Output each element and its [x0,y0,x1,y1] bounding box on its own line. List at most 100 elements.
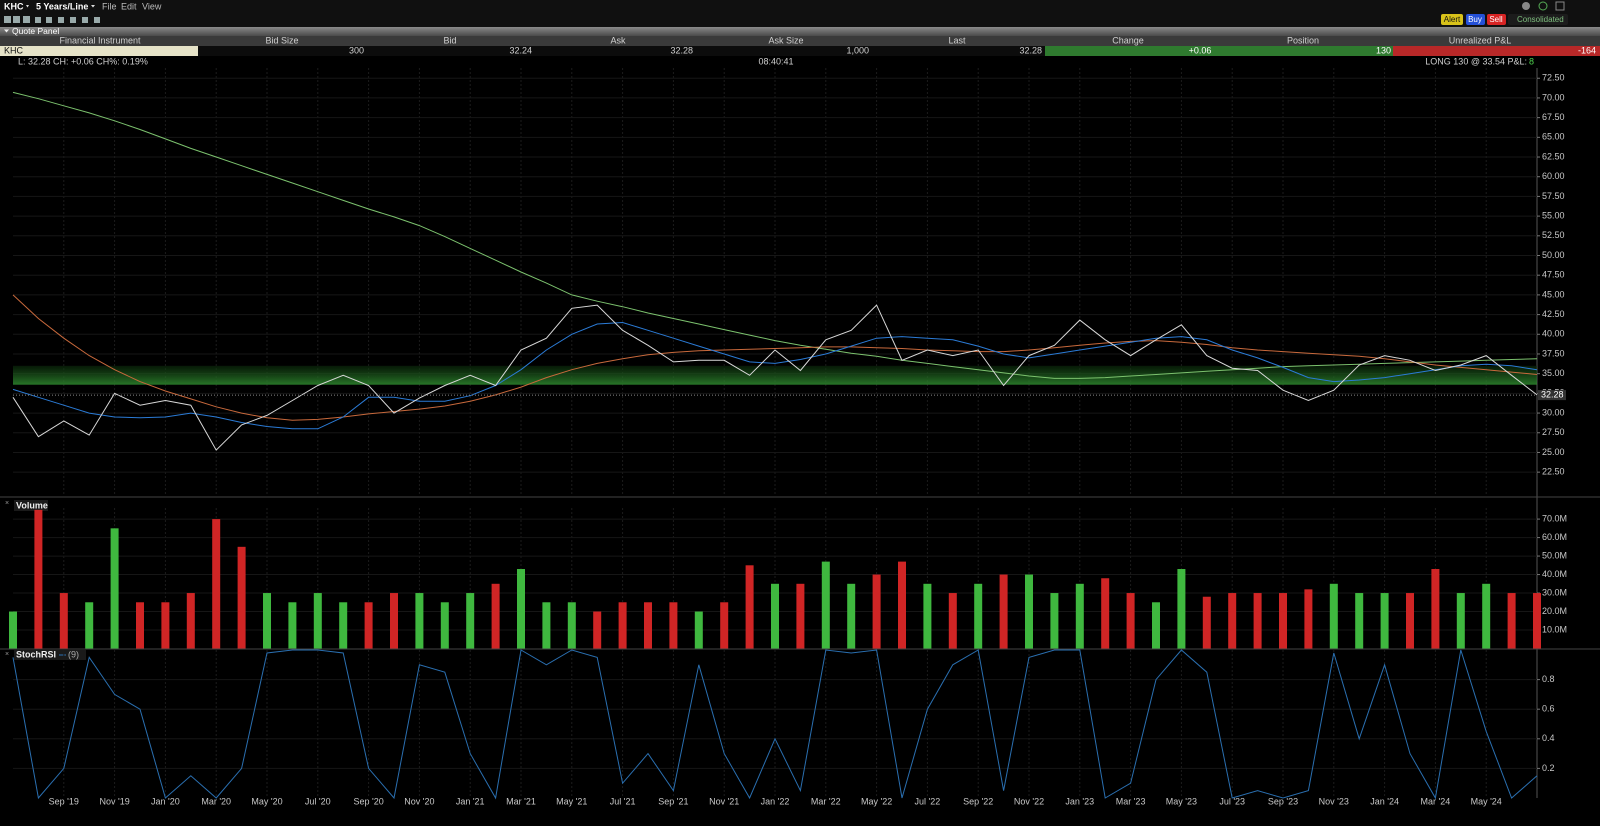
buy-label: Buy [1468,15,1482,24]
volume-bar [1355,593,1364,649]
volume-bar [1406,593,1414,649]
volume-bar [974,583,983,649]
price-line [12,294,1538,421]
x-tick-label: May '21 [556,796,587,806]
x-tick-label: May '22 [861,796,892,806]
menu[interactable]: Edit [121,1,137,11]
y-tick-label: 10.0M [1542,624,1567,634]
icon[interactable] [4,16,11,23]
icon[interactable] [94,17,100,23]
y-tick-label: 40.0M [1542,569,1567,579]
icon[interactable] [35,17,41,23]
volume-bar [1126,593,1135,649]
cell[interactable]: KHC [4,45,24,55]
menu[interactable]: View [142,1,162,11]
volume-bar [1304,589,1313,649]
x-tick-label: Mar '24 [1421,796,1451,806]
y-tick-label: 50.0M [1542,550,1567,560]
cell: 1,000 [846,45,869,55]
menu[interactable]: File [102,1,117,11]
column-header[interactable]: Bid Size [265,35,298,45]
period[interactable]: 5 Years/Line [36,1,88,11]
symbol[interactable]: KHC [4,1,24,11]
y-tick-label: 50.00 [1542,250,1565,260]
instrument-cell [0,46,198,56]
volume-bar [313,593,322,649]
buy-button[interactable] [1466,14,1485,25]
y-tick-label: 52.50 [1542,230,1565,240]
route-label: Consolidated [1517,15,1564,24]
icon[interactable] [46,17,52,23]
info-pnl: 8 [1529,56,1534,66]
quote-header: Financial Instrument Bid Size Bid Ask As… [59,35,1511,45]
y-tick-label: 35.00 [1542,368,1565,378]
column-header[interactable]: Ask [610,35,626,45]
y-tick-label: 57.50 [1542,191,1565,201]
y-tick-label: 0.4 [1542,733,1555,743]
info-position: LONG 130 @ 33.54 P&L: [1425,56,1527,66]
info-left: L: 32.28 CH: +0.06 CH%: 0.19% [18,56,148,66]
icon[interactable] [82,17,88,23]
dropdown-arrow [26,5,29,8]
column-header[interactable]: Bid [443,35,456,45]
volume-bar [1101,578,1110,649]
volume-bar [644,602,652,649]
volume-bar [34,509,43,649]
volume-bar [1025,574,1033,649]
x-tick-label: Jan '22 [761,796,790,806]
volume-bar [288,602,297,649]
icon[interactable] [23,16,30,23]
y-tick-label: 60.00 [1542,171,1565,181]
cell: 32.28 [670,45,693,55]
column-header[interactable]: Change [1112,35,1144,45]
column-header[interactable]: Financial Instrument [59,35,141,45]
column-header[interactable]: Last [948,35,966,45]
link-icon[interactable] [1538,1,1548,11]
stochrsi-title: StochRSI [16,649,56,659]
alert-button[interactable] [1441,14,1463,25]
sell-label: Sell [1489,15,1503,24]
icon[interactable] [13,16,20,23]
x-tick-label: Jan '21 [456,796,485,806]
cell: -164 [1578,45,1596,55]
price-line [12,304,1538,451]
column-header[interactable]: Ask Size [768,35,803,45]
y-tick-label: 70.0M [1542,513,1567,523]
x-tick-label: Sep '19 [49,796,79,806]
volume-bar [1050,593,1059,649]
cell: 32.24 [509,45,532,55]
expand-icon[interactable] [1555,1,1565,11]
volume-bar [923,583,932,649]
x-tick-label: Sep '23 [1268,796,1298,806]
volume-bar [1507,593,1516,649]
y-tick-label: 37.50 [1542,348,1565,358]
route-button[interactable] [1508,14,1568,25]
volume-bar [593,611,602,649]
column-header[interactable]: Position [1287,35,1319,45]
dropdown-arrow [91,5,95,8]
volume-bar [1431,569,1440,649]
volume-bar [1228,593,1237,649]
y-tick-label: 47.50 [1542,270,1565,280]
cell: +0.06 [1189,45,1212,55]
y-tick-label: 0.8 [1542,674,1555,684]
price-line [12,91,1538,379]
x-tick-label: May '23 [1166,796,1197,806]
collapse-arrow[interactable] [4,29,9,33]
last-price-label: 32.28 [1541,389,1564,399]
x-tick-label: Nov '20 [404,796,434,806]
alert-label: Alert [1444,15,1461,24]
close-panel[interactable]: × [5,500,9,507]
icon[interactable] [58,17,64,23]
column-header[interactable]: Unrealized P&L [1449,35,1512,45]
sell-button[interactable] [1487,14,1506,25]
settings-icon[interactable] [1522,2,1530,10]
volume-bar [999,574,1008,649]
y-tick-label: 0.2 [1542,763,1555,773]
volume-bar [186,593,195,649]
volume-bar [669,602,678,649]
icon[interactable] [70,17,76,23]
close-panel[interactable]: × [5,651,9,658]
volume-bar [59,593,68,649]
